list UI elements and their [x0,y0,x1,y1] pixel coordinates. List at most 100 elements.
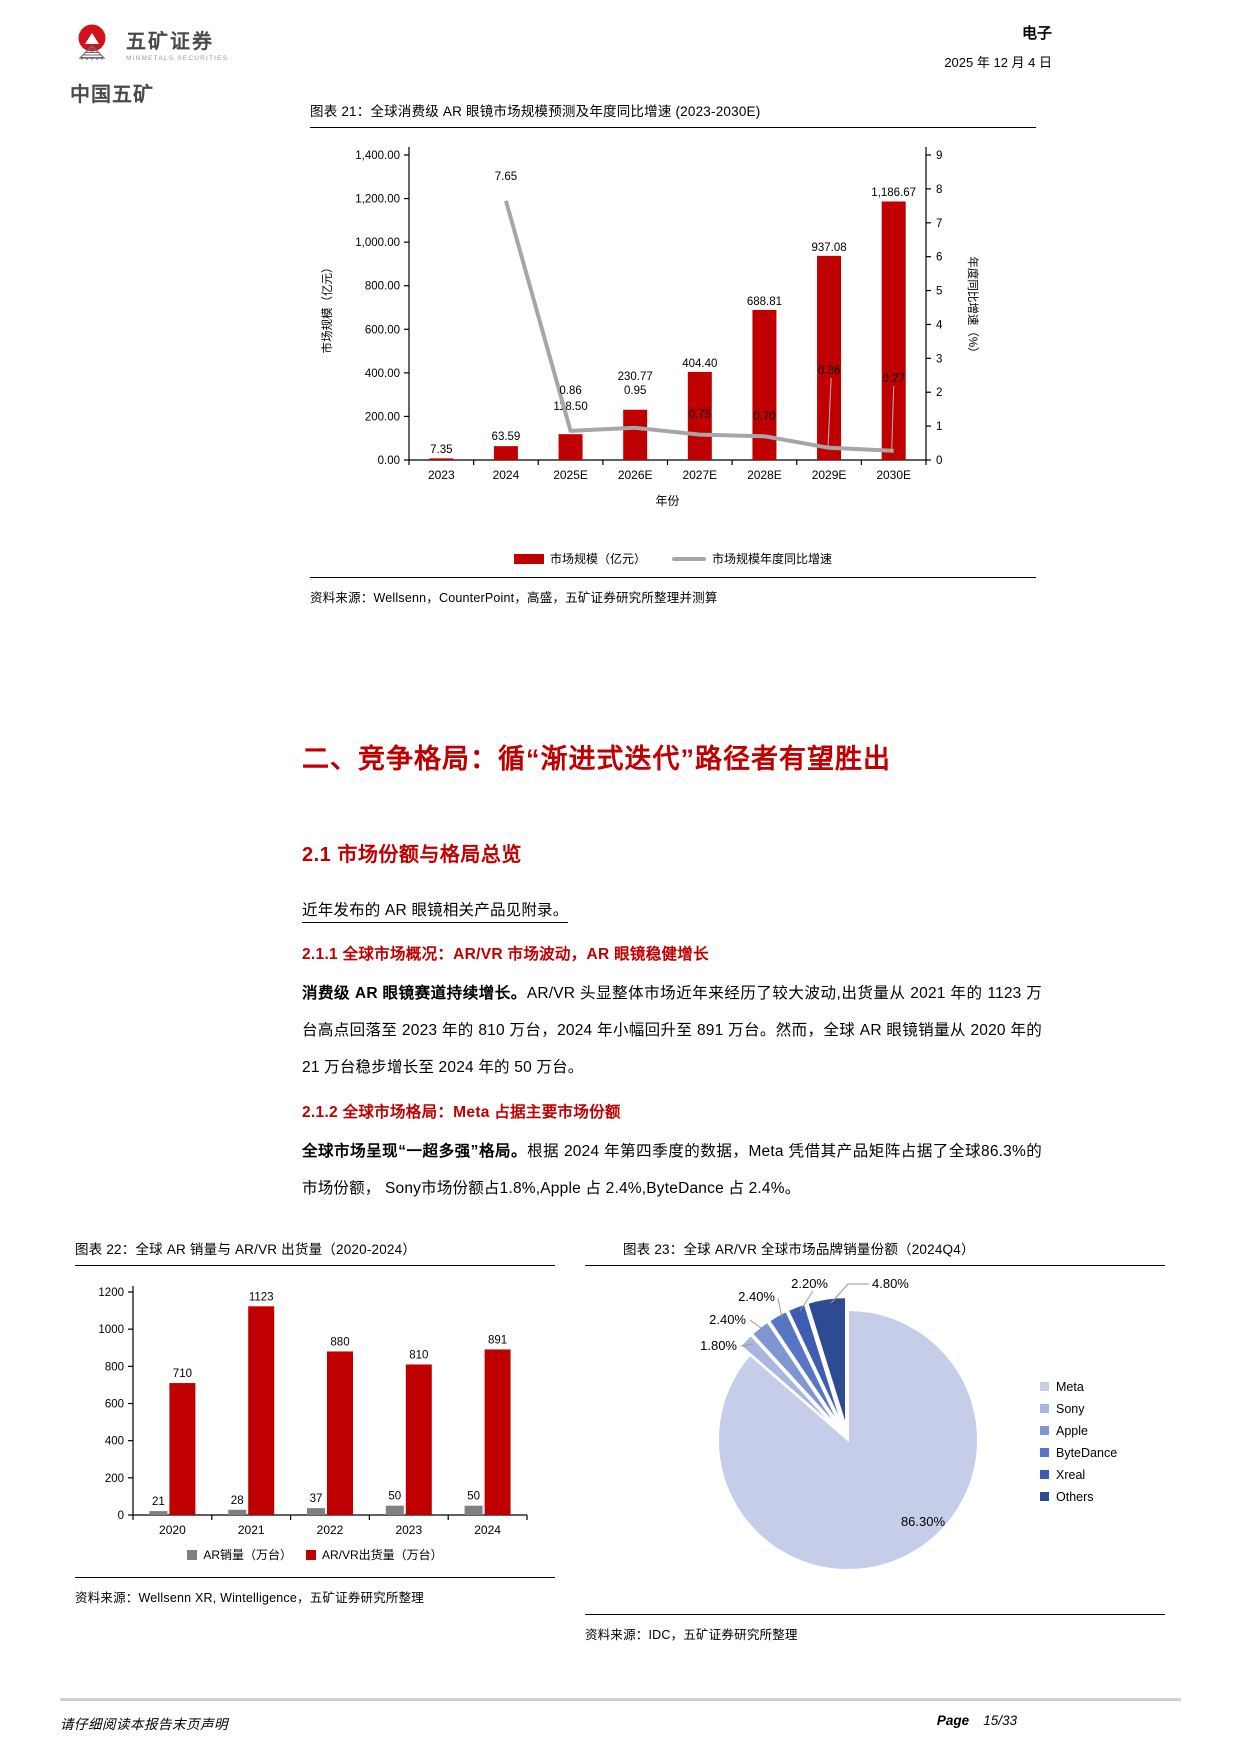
figure-22-source: 资料来源：Wellsenn XR, Wintelligence，五矿证券研究所整… [75,1591,425,1605]
section-heading-2-1-1: 2.1.1 全球市场概况：AR/VR 市场波动，AR 眼镜稳健增长 [302,946,709,963]
chart23-label-xreal: 2.20% [791,1276,828,1291]
brand-block: 五矿证券 MINMETALS SECURITIES 中国五矿 [70,24,290,107]
red-bar-swatch-icon [305,1549,316,1560]
chart23-slice-others [806,1296,848,1428]
figure-22-title: 图表 22：全球 AR 销量与 AR/VR 出货量（2020-2024） [75,1242,417,1257]
chart22-arvr-label: 810 [409,1349,428,1361]
figure-23-source-rule [585,1614,1165,1615]
chart22-xtick: 2020 [159,1523,186,1537]
chart21-bar [493,446,518,460]
chart21-legend-line: 市场规模年度同比增速 [672,550,832,567]
chart21-ytick-right: 1 [936,421,942,433]
chart21-bar [558,434,583,460]
chart21-legend-bars-label: 市场规模（亿元） [549,552,646,566]
chart23-legend-swatch [1040,1492,1049,1501]
chart21-line-label: 0.36 [818,365,840,377]
chart21-bar-label: 118.50 [553,401,587,413]
chart22-bar-arvr [248,1306,275,1515]
footer-page-number: Page 15/33 [937,1713,1017,1733]
chart21-ytick-right: 5 [936,286,942,298]
gray-bar-swatch-icon [187,1549,198,1560]
chart23-legend-swatch [1040,1404,1049,1413]
figure-22-source-rule [75,1577,555,1578]
chart22-xtick: 2021 [238,1523,265,1537]
chart23-legend-label: Others [1056,1490,1094,1504]
chart21-legend: 市场规模（亿元） 市场规模年度同比增速 [310,550,1036,567]
chart23-legend-swatch [1040,1426,1049,1435]
chart21-xtick: 2024 [493,468,520,482]
chart21-bar-label: 7.35 [430,444,452,456]
intro-underlined-text: 近年发布的 AR 眼镜相关产品见附录。 [302,902,569,923]
section-heading-2: 二、竞争格局：循“渐进式迭代”路径者有望胜出 [302,744,891,774]
chart21-bar [687,371,712,460]
chart21-ytick-right: 7 [936,218,942,230]
figure-21-source: 资料来源：Wellsenn，CounterPoint，高盛，五矿证券研究所整理并… [310,591,718,605]
figure-21-title-rule [310,127,1036,128]
bar-swatch-icon [513,553,544,564]
chart21-xtick: 2029E [812,468,847,482]
chart23-label-bytedance: 2.40% [738,1289,775,1304]
figure-21: 图表 21：全球消费级 AR 眼镜市场规模预测及年度同比增速 (2023-203… [310,100,1036,606]
chart22-xtick: 2023 [395,1523,422,1537]
chart22-legend: AR销量（万台） AR/VR出货量（万台） [75,1546,555,1563]
paragraph-2: 全球市场呈现“一超多强”格局。根据 2024 年第四季度的数据，Meta 凭借其… [302,1133,1042,1207]
chart22-bar-ar [385,1505,404,1515]
chart22-bar-ar [307,1508,325,1515]
chart21-bar-label: 230.77 [618,371,653,383]
chart21-legend-line-label: 市场规模年度同比增速 [712,552,833,566]
chart21-ytick-right: 2 [936,387,942,399]
chart21-ytick-left: 800.00 [365,281,400,293]
chart21-line-label: 0.75 [689,409,711,421]
figure-22: 图表 22：全球 AR 销量与 AR/VR 出货量（2020-2024） 0 20… [75,1238,555,1606]
chart23-label-others: 4.80% [872,1276,909,1291]
line-swatch-icon [672,556,706,561]
chart22-ar-label: 50 [467,1491,480,1503]
paragraph-2-lead: 全球市场呈现“一超多强”格局。 [302,1143,528,1160]
chart21-ytick-left: 1,200.00 [355,194,400,206]
chart21-ytick-right: 8 [936,184,942,196]
chart21-xtick: 2030E [876,468,911,482]
chart21-line-label: 0.86 [559,385,581,397]
chart22-xtick: 2022 [317,1523,344,1537]
chart23-svg: 86.30% 1.80% 2.40% 2.40% 2.20% 4.80% Meta Sony A… [700,1276,1117,1571]
chart22-bar-arvr [327,1351,353,1515]
chart21-ytick-left: 1,000.00 [355,237,400,249]
minmetals-logo-icon [70,24,114,76]
chart21-ylabel-left: 市场规模（亿元） [320,262,334,354]
chart22-arvr-label: 710 [173,1368,192,1380]
chart22-bar-ar [149,1511,168,1515]
chart23-legend-swatch [1040,1382,1049,1391]
chart22-bar-ar [464,1505,483,1515]
chart22-bar-arvr [169,1383,196,1515]
chart23-label-apple: 2.40% [709,1312,746,1327]
chart22-ar-label: 28 [231,1495,244,1507]
chart22-arvr-label: 891 [488,1334,507,1346]
chart23-label-meta: 86.30% [901,1514,946,1529]
figure-23: 图表 23：全球 AR/VR 全球市场品牌销量份额（2024Q4） 86.30%… [585,1238,1165,1643]
footer-page-word: Page [936,1713,970,1728]
figure-21-source-rule [310,577,1036,578]
chart21-ytick-right: 9 [936,150,942,162]
chart21-growth-line [504,200,894,453]
figure-23-title-rule [585,1265,1165,1266]
chart22-ytick: 0 [118,1510,124,1522]
chart21-bar [881,201,906,460]
figure-23-title: 图表 23：全球 AR/VR 全球市场品牌销量份额（2024Q4） [623,1242,975,1257]
figure-21-title: 图表 21：全球消费级 AR 眼镜市场规模预测及年度同比增速 (2023-203… [310,104,761,119]
chart21-xtick: 2028E [747,468,782,482]
chart21-line-label: 0.70 [753,411,775,423]
footer-page-num: 15/33 [983,1713,1017,1728]
chart21-line-label: 0.95 [624,385,646,397]
chart22-arvr-label: 1123 [249,1291,274,1303]
chart21-legend-bars: 市场规模（亿元） [513,550,646,567]
chart22-ar-label: 21 [152,1496,165,1508]
chart21-ylabel-right: 年度同比增速（%） [966,256,980,358]
chart23-legend-swatch [1040,1448,1049,1457]
paragraph-2-text: 根据 2024 年第四季度的数据，Meta 凭借其产品矩阵占据了全球86.3%的… [302,1143,1042,1197]
chart22-legend-arvr-label: AR/VR出货量（万台） [321,1548,443,1562]
figure-22-title-rule [75,1265,555,1266]
section-heading-2-1: 2.1 市场份额与格局总览 [302,844,522,866]
paragraph-1-lead: 消费级 AR 眼镜赛道持续增长。 [302,985,527,1002]
chart21-xtick: 2026E [618,468,653,482]
